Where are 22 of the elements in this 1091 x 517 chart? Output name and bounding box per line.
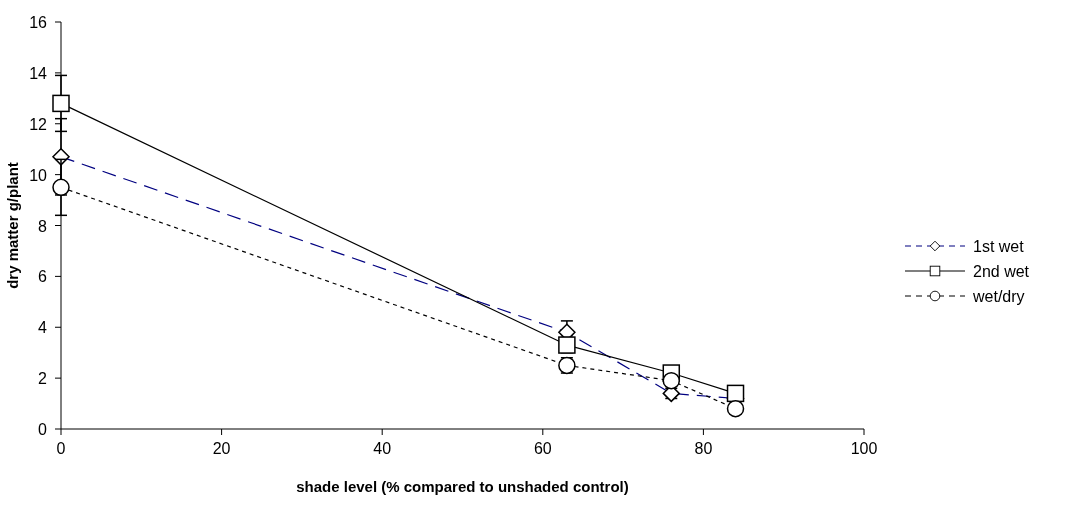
x-tick-label: 0 xyxy=(56,440,66,457)
y-tick-label: 10 xyxy=(29,166,48,184)
y-tick-label: 16 xyxy=(29,14,48,31)
y-tick-label: 14 xyxy=(29,64,48,82)
x-tick-label: 100 xyxy=(850,440,878,457)
x-axis-title: shade level (% compared to unshaded control) xyxy=(296,478,629,495)
y-tick-label: 8 xyxy=(38,217,48,235)
y-tick-label: 6 xyxy=(38,268,48,286)
x-tick-label: 80 xyxy=(694,440,713,457)
point xyxy=(726,384,745,403)
x-tick-label: 40 xyxy=(373,440,392,457)
y-tick-label: 0 xyxy=(38,421,48,438)
y-tick-label: 2 xyxy=(38,370,48,388)
y-tick-label: 12 xyxy=(29,115,48,133)
legend-label: wet/dry xyxy=(972,288,1025,305)
point xyxy=(52,94,70,113)
legend-label: 2nd wet xyxy=(973,263,1030,280)
x-tick-label: 60 xyxy=(533,440,552,457)
y-tick-label: 4 xyxy=(38,319,48,337)
x-tick-label: 20 xyxy=(212,440,231,457)
legend-label: 1st wet xyxy=(973,238,1025,255)
y-axis-title: dry matter g/plant xyxy=(4,162,21,289)
